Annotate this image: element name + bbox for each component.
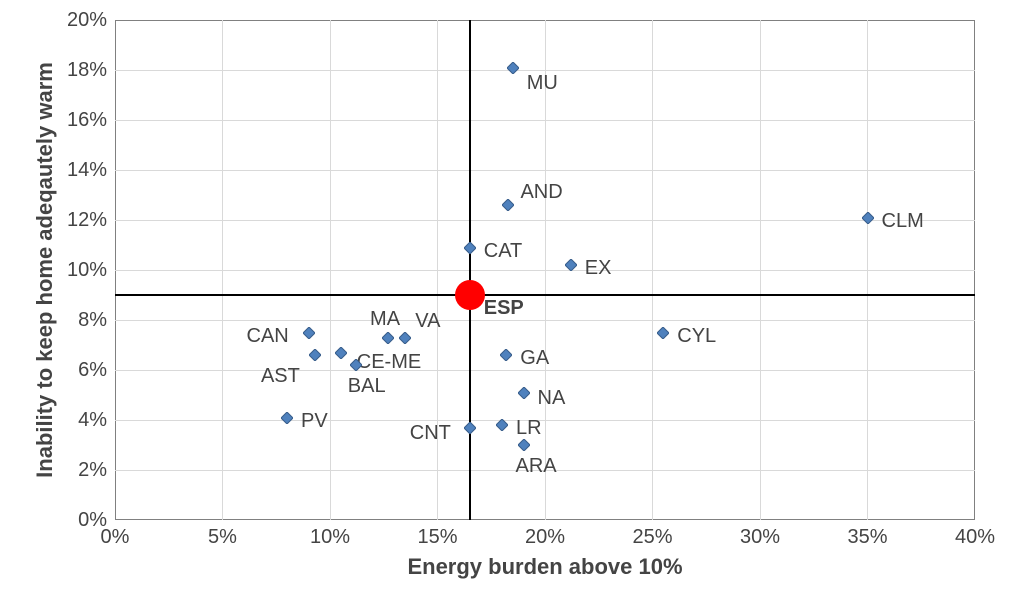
scatter-point-label: GA (520, 347, 549, 370)
y-tick-label: 20% (67, 9, 107, 32)
scatter-point (382, 332, 394, 344)
x-axis-title: Energy burden above 10% (407, 554, 682, 580)
scatter-point (500, 349, 512, 361)
scatter-point-label: VA (415, 310, 440, 333)
scatter-point (464, 242, 476, 254)
y-axis-title: Inability to keep home adeqautely warm (32, 20, 58, 520)
quadrant-line-vertical (469, 20, 471, 520)
y-tick-label: 4% (78, 409, 107, 432)
x-tick-label: 30% (740, 526, 780, 549)
scatter-point-label: CNT (410, 422, 451, 445)
grid-line-vertical (330, 20, 331, 520)
scatter-point (399, 332, 411, 344)
y-tick-label: 16% (67, 109, 107, 132)
grid-line-vertical (437, 20, 438, 520)
scatter-point-label: LR (516, 417, 542, 440)
scatter-point (518, 439, 530, 451)
scatter-chart: 0%2%4%6%8%10%12%14%16%18%20%0%5%10%15%20… (0, 0, 1024, 605)
y-tick-label: 2% (78, 459, 107, 482)
scatter-point-label: CLM (882, 210, 924, 233)
scatter-point (303, 327, 315, 339)
scatter-point (350, 359, 362, 371)
x-tick-label: 40% (955, 526, 995, 549)
y-tick-label: 14% (67, 159, 107, 182)
scatter-point (502, 199, 514, 211)
x-tick-label: 25% (632, 526, 672, 549)
scatter-point-label: ARA (516, 455, 557, 478)
scatter-point (862, 212, 874, 224)
grid-line-vertical (760, 20, 761, 520)
grid-line-vertical (222, 20, 223, 520)
x-tick-label: 15% (417, 526, 457, 549)
grid-line-vertical (652, 20, 653, 520)
scatter-point (518, 387, 530, 399)
grid-line-vertical (545, 20, 546, 520)
scatter-point-label: CE-ME (357, 351, 421, 374)
scatter-point-label: BAL (348, 375, 386, 398)
x-tick-label: 20% (525, 526, 565, 549)
scatter-point (657, 327, 669, 339)
scatter-point-label: CAT (484, 240, 523, 263)
scatter-point (281, 412, 293, 424)
esp-label: ESP (484, 297, 524, 320)
scatter-point-label: CAN (247, 325, 289, 348)
x-tick-label: 5% (208, 526, 237, 549)
scatter-point (496, 419, 508, 431)
x-tick-label: 0% (101, 526, 130, 549)
scatter-point (507, 62, 519, 74)
scatter-point-label: EX (585, 257, 612, 280)
scatter-point-label: NA (538, 387, 566, 410)
scatter-point-label: PV (301, 410, 328, 433)
x-tick-label: 10% (310, 526, 350, 549)
y-tick-label: 6% (78, 359, 107, 382)
scatter-point (565, 259, 577, 271)
x-tick-label: 35% (847, 526, 887, 549)
scatter-point-label: AND (520, 181, 562, 204)
y-tick-label: 10% (67, 259, 107, 282)
scatter-point-label: AST (261, 365, 300, 388)
scatter-point (464, 422, 476, 434)
scatter-point-label: MU (527, 72, 558, 95)
scatter-point (309, 349, 321, 361)
y-tick-label: 8% (78, 309, 107, 332)
grid-line-vertical (867, 20, 868, 520)
scatter-point-label: MA (370, 308, 400, 331)
y-tick-label: 12% (67, 209, 107, 232)
scatter-point (335, 347, 347, 359)
esp-marker (455, 280, 485, 310)
quadrant-line-horizontal (115, 294, 975, 296)
y-tick-label: 18% (67, 59, 107, 82)
scatter-point-label: CYL (677, 325, 716, 348)
